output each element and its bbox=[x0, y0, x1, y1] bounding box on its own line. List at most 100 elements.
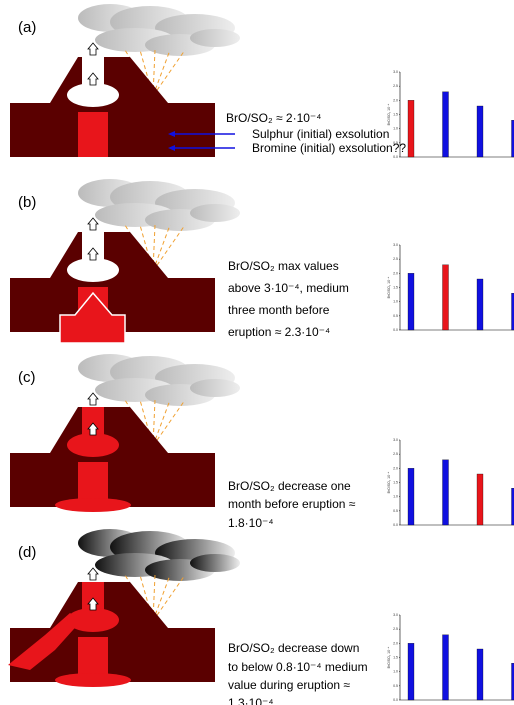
bar bbox=[511, 120, 514, 158]
gas-arrow bbox=[87, 42, 99, 56]
y-tick-label: 2.0 bbox=[393, 98, 398, 102]
y-tick-label: 1.0 bbox=[393, 670, 398, 674]
plume bbox=[78, 4, 240, 56]
panel-label: (b) bbox=[18, 194, 36, 211]
bar bbox=[476, 105, 484, 158]
panel: (d) BrO/SO₂ decrease down to below 0.8·10⁻… bbox=[8, 529, 514, 705]
magma-arrow bbox=[59, 291, 126, 344]
y-axis-label: BrO/SO₂ 10⁻⁴ bbox=[387, 471, 391, 493]
gas-arrow bbox=[87, 567, 99, 581]
y-tick-label: 0.5 bbox=[393, 141, 398, 145]
y-tick-label: 1.5 bbox=[393, 113, 398, 117]
bar bbox=[511, 488, 514, 526]
note: Bromine (initial) exsolution?? bbox=[252, 141, 406, 155]
chamber bbox=[67, 608, 119, 632]
y-tick-label: 1.5 bbox=[393, 481, 398, 485]
panel-label: (a) bbox=[18, 19, 36, 36]
y-tick-label: 2.5 bbox=[393, 452, 398, 456]
description: to below 0.8·10⁻⁴ medium bbox=[228, 660, 368, 674]
magma-column bbox=[78, 112, 108, 157]
description: above 3·10⁻⁴, medium bbox=[228, 281, 349, 295]
y-tick-label: 0.0 bbox=[393, 155, 398, 159]
y-tick-label: 1.0 bbox=[393, 127, 398, 131]
light-ray bbox=[152, 49, 186, 97]
bar bbox=[442, 634, 449, 701]
description: BrO/SO₂ decrease one bbox=[228, 479, 351, 493]
description: value during eruption ≈ bbox=[228, 678, 350, 692]
y-tick-label: 2.0 bbox=[393, 641, 398, 645]
bar-chart: BrO/SO₂ 10⁻⁴ 0.0 0.5 1.0 1.5 2.0 2.5 3.0 bbox=[387, 613, 514, 702]
smoke bbox=[190, 379, 240, 397]
volcano bbox=[10, 232, 215, 332]
bar bbox=[407, 100, 415, 158]
bar-chart: BrO/SO₂ 10⁻⁴ 0.0 0.5 1.0 1.5 2.0 2.5 3.0 bbox=[387, 438, 514, 527]
y-tick-label: 2.5 bbox=[393, 627, 398, 631]
gas-arrow bbox=[87, 597, 99, 611]
magma-base bbox=[55, 673, 131, 687]
description: eruption ≈ 2.3·10⁻⁴ bbox=[228, 325, 330, 339]
light-ray bbox=[152, 574, 186, 622]
smoke bbox=[190, 29, 240, 47]
bar-chart: BrO/SO₂ 10⁻⁴ 0.0 0.5 1.0 1.5 2.0 2.5 3.0 bbox=[387, 70, 514, 159]
gas-arrow bbox=[87, 247, 99, 261]
note: Sulphur (initial) exsolution bbox=[252, 127, 389, 141]
description: three month before bbox=[228, 303, 330, 317]
y-tick-label: 2.5 bbox=[393, 84, 398, 88]
gas-arrow bbox=[87, 217, 99, 231]
bar-chart: BrO/SO₂ 10⁻⁴ 0.0 0.5 1.0 1.5 2.0 2.5 3.0 bbox=[387, 243, 514, 332]
bar bbox=[442, 264, 449, 331]
bar bbox=[476, 648, 484, 701]
y-tick-label: 3.0 bbox=[393, 243, 398, 247]
bar bbox=[511, 663, 514, 701]
bar bbox=[407, 468, 415, 526]
chamber bbox=[67, 433, 119, 457]
y-tick-label: 0.5 bbox=[393, 684, 398, 688]
y-tick-label: 2.0 bbox=[393, 271, 398, 275]
bar bbox=[442, 459, 449, 526]
y-tick-label: 1.5 bbox=[393, 286, 398, 290]
y-tick-label: 3.0 bbox=[393, 438, 398, 442]
volcano bbox=[10, 57, 215, 157]
volcano bbox=[10, 407, 215, 507]
smoke bbox=[190, 554, 240, 572]
panel: (a) BrO/SO₂ ≈ 2·10⁻⁴ Sulphur (initial) exs… bbox=[10, 4, 514, 159]
bar bbox=[442, 91, 449, 158]
y-tick-label: 0.0 bbox=[393, 523, 398, 527]
bar bbox=[407, 273, 415, 331]
y-axis-label: BrO/SO₂ 10⁻⁴ bbox=[387, 646, 391, 668]
plume bbox=[78, 529, 240, 581]
y-tick-label: 1.0 bbox=[393, 495, 398, 499]
chamber bbox=[67, 83, 119, 107]
smoke bbox=[190, 204, 240, 222]
y-tick-label: 2.5 bbox=[393, 257, 398, 261]
y-axis-label: BrO/SO₂ 10⁻⁴ bbox=[387, 276, 391, 298]
description: BrO/SO₂ max values bbox=[228, 259, 339, 273]
bar bbox=[511, 293, 514, 331]
y-tick-label: 3.0 bbox=[393, 70, 398, 74]
panel: (c) BrO/SO₂ decrease one month before erup… bbox=[10, 354, 514, 530]
y-tick-label: 2.0 bbox=[393, 466, 398, 470]
plume bbox=[78, 179, 240, 231]
y-tick-label: 0.5 bbox=[393, 314, 398, 318]
arrow-head bbox=[168, 145, 175, 151]
lava-flow bbox=[8, 613, 82, 670]
gas-arrow bbox=[87, 392, 99, 406]
panel: (b) BrO/SO₂ max values above 3·10⁻⁴, mediu… bbox=[10, 179, 514, 344]
y-tick-label: 1.0 bbox=[393, 300, 398, 304]
panel-label: (c) bbox=[18, 369, 36, 386]
description: month before eruption ≈ bbox=[228, 497, 356, 511]
y-axis-label: BrO/SO₂ 10⁻⁴ bbox=[387, 103, 391, 125]
description: 1.3·10⁻⁴ bbox=[228, 696, 274, 705]
y-tick-label: 3.0 bbox=[393, 613, 398, 617]
magma-base bbox=[55, 498, 131, 512]
plume bbox=[78, 354, 240, 406]
description: BrO/SO₂ decrease down bbox=[228, 641, 359, 655]
light-ray bbox=[152, 399, 186, 447]
panel-label: (d) bbox=[18, 544, 36, 561]
gas-arrow bbox=[87, 422, 99, 436]
bar bbox=[407, 643, 415, 701]
gas-arrow bbox=[87, 72, 99, 86]
y-tick-label: 1.5 bbox=[393, 656, 398, 660]
